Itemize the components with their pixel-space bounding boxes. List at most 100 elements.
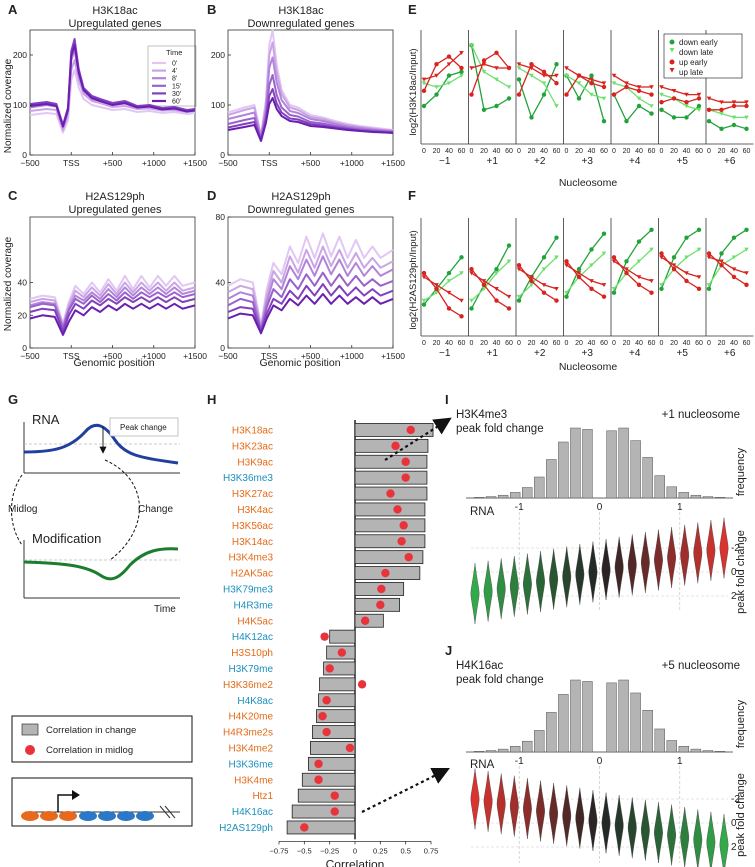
- time-tick-label: 60: [458, 148, 466, 155]
- data-point: [481, 279, 487, 284]
- change-label: Change: [138, 504, 173, 515]
- data-point: [421, 77, 427, 82]
- bar-h3k18ac: [354, 423, 434, 437]
- data-point: [516, 66, 522, 71]
- arrow-h-to-i: [384, 417, 452, 461]
- midlog-dot-h4k12ac: [320, 632, 329, 641]
- data-point: [421, 103, 427, 109]
- row-label-h4k20me: H4K20me: [229, 712, 274, 723]
- data-point: [611, 255, 617, 260]
- hist-bar: [702, 496, 714, 499]
- hist-bar: [630, 692, 641, 753]
- legend-h-bar-swatch: [21, 723, 39, 736]
- data-point: [719, 107, 724, 113]
- data-point: [469, 306, 474, 311]
- row-label-htz1: Htz1: [252, 791, 273, 802]
- data-point: [554, 61, 559, 67]
- y-tick-label: 0: [22, 343, 27, 353]
- x-tick-label: +1500: [183, 158, 207, 168]
- x-tick-label: -1: [515, 756, 524, 767]
- data-point: [564, 294, 569, 299]
- data-point: [684, 235, 689, 240]
- time-tick-label: 60: [648, 148, 656, 155]
- panel-i-title-line2: peak fold change: [456, 423, 544, 435]
- hist-bar: [582, 429, 593, 499]
- time-tick-label: 0: [422, 340, 426, 347]
- violin: [719, 814, 729, 867]
- data-point: [624, 259, 629, 264]
- data-point: [719, 259, 724, 264]
- data-point: [659, 255, 664, 260]
- panel-j-nucleosome: +5 nucleosome: [662, 660, 740, 672]
- data-point: [506, 66, 512, 71]
- peak-change-box: [109, 417, 179, 437]
- legend-e-marker-down-early: [669, 39, 675, 45]
- data-point: [659, 107, 664, 113]
- violin: [601, 539, 611, 601]
- time-tick-label: 20: [433, 340, 441, 347]
- data-point: [434, 92, 439, 97]
- trend-line: [613, 94, 652, 123]
- nucleosome-blue-3: [117, 811, 135, 821]
- y-tick-label: 100: [211, 100, 225, 110]
- time-tick-label: 60: [553, 148, 561, 155]
- data-point: [589, 286, 594, 291]
- legend-e-up-early: up early: [679, 58, 707, 67]
- data-point: [434, 85, 439, 90]
- trend-line: [613, 260, 652, 282]
- data-point: [659, 92, 664, 97]
- data-point: [624, 267, 629, 272]
- x-tick-label: +1000: [142, 351, 166, 361]
- data-point: [541, 267, 547, 272]
- x-tick-label: 0.75: [424, 846, 439, 855]
- time-tick-label: 60: [695, 148, 703, 155]
- x-tick-label: +1500: [381, 351, 405, 361]
- data-point: [494, 266, 499, 272]
- time-tick-label: 40: [588, 340, 596, 347]
- hist-bar: [642, 457, 653, 499]
- panel-c-title-line1: H2AS129ph: [85, 191, 144, 203]
- time-tick-label: 60: [505, 340, 513, 347]
- hist-bar: [618, 427, 629, 499]
- panel-j-ylabel: peak fold change: [735, 773, 747, 857]
- trend-line: [565, 233, 605, 297]
- arrow-h-to-j: [361, 768, 450, 813]
- nucleosome-blue-1: [79, 811, 97, 821]
- trend-line: [565, 74, 605, 95]
- time-tick-label: 20: [718, 340, 726, 347]
- data-point: [684, 271, 689, 276]
- data-point: [516, 267, 522, 272]
- hist-bar: [642, 709, 653, 753]
- data-point: [421, 81, 427, 86]
- trend-line: [566, 75, 605, 100]
- time-legend: Time 0'4'8'15'30'60': [147, 45, 197, 107]
- data-point: [506, 85, 512, 90]
- hist-bar: [558, 441, 569, 499]
- data-point: [659, 251, 664, 256]
- plot-frame: [227, 29, 394, 156]
- midlog-dot-h3k23ac: [391, 441, 400, 451]
- trend-line: [518, 256, 557, 298]
- data-point: [611, 259, 617, 264]
- data-point: [744, 126, 749, 131]
- data-point: [516, 263, 522, 268]
- schematic-g: RNA Peak change Midlog Change Modificati…: [8, 412, 180, 615]
- data-point: [541, 290, 547, 295]
- data-point: [744, 103, 749, 109]
- trend-line: [708, 97, 747, 103]
- data-point: [611, 92, 617, 97]
- y-tick-label: 20: [18, 310, 28, 320]
- row-label-h3k9ac: H3K9ac: [237, 457, 273, 468]
- x-tick-label: 0.5: [400, 846, 410, 855]
- hist-bar: [534, 476, 545, 499]
- trend-line: [661, 256, 700, 278]
- data-point: [671, 115, 677, 120]
- panel-f-ylabel: log2(H2AS129ph/Input): [408, 230, 419, 329]
- panel-i-ylabel: peak fold change: [735, 530, 747, 614]
- data-point: [624, 119, 629, 124]
- violin: [536, 780, 545, 842]
- time-tick-label: 40: [683, 340, 691, 347]
- violin: [706, 811, 716, 867]
- panel-e-ylabel: log2(H3K18ac/Input): [408, 48, 419, 135]
- tss-arrowhead: [72, 790, 80, 800]
